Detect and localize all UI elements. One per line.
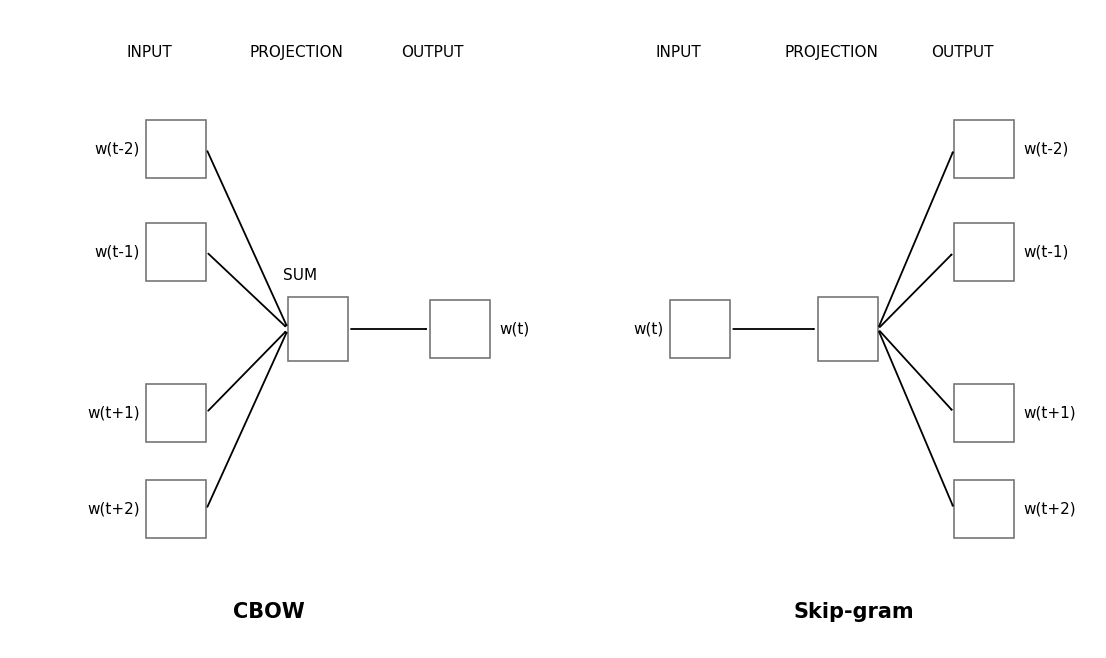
Text: w(t+2): w(t+2) — [87, 502, 139, 517]
Text: w(t): w(t) — [499, 322, 529, 336]
FancyBboxPatch shape — [670, 300, 730, 358]
Text: INPUT: INPUT — [656, 45, 701, 59]
FancyBboxPatch shape — [146, 120, 206, 178]
FancyBboxPatch shape — [954, 222, 1014, 281]
Text: w(t-1): w(t-1) — [1023, 244, 1068, 259]
Text: INPUT: INPUT — [126, 45, 171, 59]
Text: OUTPUT: OUTPUT — [931, 45, 994, 59]
FancyBboxPatch shape — [817, 297, 878, 361]
Text: CBOW: CBOW — [233, 603, 305, 622]
FancyBboxPatch shape — [146, 222, 206, 281]
Text: PROJECTION: PROJECTION — [250, 45, 343, 59]
Text: w(t+1): w(t+1) — [1023, 405, 1076, 420]
FancyBboxPatch shape — [146, 480, 206, 538]
FancyBboxPatch shape — [954, 480, 1014, 538]
FancyBboxPatch shape — [430, 300, 490, 358]
Text: w(t): w(t) — [634, 322, 664, 336]
Text: w(t-2): w(t-2) — [94, 141, 139, 156]
FancyBboxPatch shape — [146, 384, 206, 442]
Text: Skip-gram: Skip-gram — [793, 603, 914, 622]
Text: SUM: SUM — [282, 268, 316, 283]
Text: PROJECTION: PROJECTION — [784, 45, 878, 59]
Text: w(t-2): w(t-2) — [1023, 141, 1068, 156]
FancyBboxPatch shape — [954, 120, 1014, 178]
Text: OUTPUT: OUTPUT — [401, 45, 465, 59]
FancyBboxPatch shape — [289, 297, 348, 361]
Text: w(t-1): w(t-1) — [94, 244, 139, 259]
Text: w(t+1): w(t+1) — [87, 405, 139, 420]
Text: w(t+2): w(t+2) — [1023, 502, 1076, 517]
FancyBboxPatch shape — [954, 384, 1014, 442]
